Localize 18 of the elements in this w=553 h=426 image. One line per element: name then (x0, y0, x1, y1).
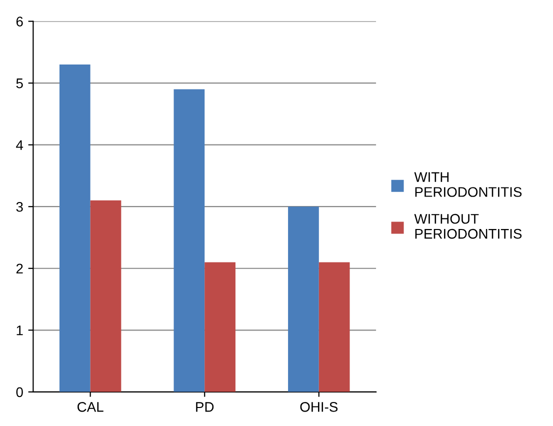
bar (174, 89, 205, 392)
x-tick-label: CAL (78, 402, 104, 412)
bar (204, 262, 236, 392)
y-tick-label: 0 (16, 387, 23, 398)
legend-label: WITH PERIODONTITIS (414, 172, 522, 197)
y-tick-label: 4 (16, 140, 24, 150)
bar (90, 200, 122, 392)
y-tick-label: 2 (16, 264, 23, 274)
bar (59, 64, 90, 392)
y-tick-label: 5 (16, 78, 23, 88)
y-tick-label: 3 (16, 202, 23, 212)
bar (288, 206, 319, 392)
bar (318, 262, 350, 392)
x-tick-label: OHI-S (300, 402, 338, 412)
y-tick-label: 6 (16, 16, 23, 26)
legend-label: WITHOUT PERIODONTITIS (414, 214, 522, 239)
x-tick-label: PD (196, 402, 214, 412)
y-tick-label: 1 (16, 326, 23, 336)
